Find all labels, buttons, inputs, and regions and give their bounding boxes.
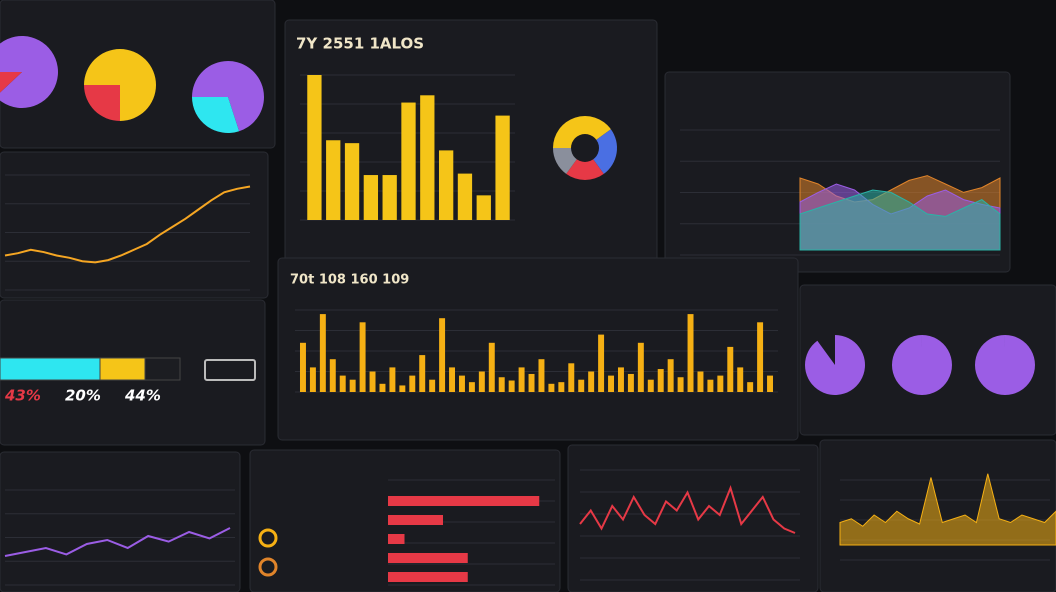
bar [399, 385, 406, 392]
bar [369, 371, 376, 392]
bar [488, 342, 495, 392]
donut-hole [571, 134, 599, 162]
panel [0, 451, 241, 592]
bar [299, 342, 306, 392]
pie-slice [0, 72, 22, 93]
bar [478, 371, 485, 392]
bar [409, 375, 416, 392]
bar [568, 363, 575, 392]
line [4, 527, 231, 557]
bar [458, 375, 465, 392]
percent-label: 43% [4, 387, 41, 405]
bar [401, 102, 416, 220]
progress-segment [144, 357, 181, 381]
donut-slice [566, 148, 604, 181]
panel-title: 7Y 2551 1ALOS [296, 35, 424, 53]
progress-segment [99, 357, 146, 381]
panel [567, 444, 819, 592]
bar [637, 342, 644, 392]
pie-slice [0, 36, 58, 108]
bar [307, 75, 322, 220]
bar [329, 359, 336, 392]
toggle [204, 359, 256, 381]
ring-value [805, 335, 866, 396]
bar [388, 496, 540, 506]
bar [538, 359, 545, 392]
bar [627, 373, 634, 392]
area [799, 189, 1001, 251]
bar [667, 359, 674, 392]
icon-ring [258, 528, 278, 548]
bar [339, 375, 346, 392]
area [839, 473, 1056, 546]
bar [457, 173, 473, 220]
bar [578, 379, 585, 392]
bar [657, 369, 664, 392]
bar [379, 383, 386, 392]
bar [439, 318, 446, 392]
bar [388, 515, 443, 525]
bar [747, 382, 754, 392]
bar [518, 367, 525, 392]
bar [608, 375, 615, 392]
panel-title: 70t 108 160 109 [290, 273, 409, 288]
bar [468, 382, 475, 392]
bar [757, 322, 764, 392]
icon-ring [258, 557, 278, 577]
bar [687, 314, 694, 392]
bar [647, 379, 654, 392]
bar [389, 367, 396, 392]
bar [388, 553, 468, 563]
bar [528, 373, 535, 392]
bar [344, 143, 360, 220]
bar [419, 355, 426, 392]
bar [388, 534, 405, 544]
line [579, 484, 796, 534]
donut-slice [553, 115, 611, 148]
bar [309, 367, 316, 392]
bar [449, 367, 456, 392]
bar [363, 175, 379, 220]
ring-value [891, 335, 952, 395]
bar [495, 115, 510, 220]
bar [388, 572, 468, 582]
bar [429, 379, 436, 392]
bar [617, 367, 624, 392]
bar [677, 377, 684, 392]
bar [498, 377, 505, 392]
pie-slice [192, 61, 264, 132]
bar [359, 322, 366, 392]
line [4, 185, 251, 264]
ring-value [974, 335, 1035, 395]
donut-slice [585, 129, 617, 174]
bar [588, 371, 595, 392]
bar [717, 375, 724, 392]
bar [326, 140, 341, 220]
bar [558, 382, 565, 392]
bar [508, 380, 515, 392]
pie-slice [192, 97, 240, 134]
bar [382, 175, 397, 220]
percent-label: 20% [65, 387, 101, 405]
bar [548, 383, 555, 392]
panel [277, 257, 799, 441]
bar [420, 95, 435, 220]
pie-slice [84, 85, 120, 121]
bar [349, 379, 356, 392]
bar [476, 195, 491, 220]
bar [598, 334, 605, 392]
bar [697, 371, 704, 392]
bar [737, 367, 744, 392]
bar [727, 346, 734, 392]
bar [319, 314, 326, 392]
bar [707, 379, 714, 392]
percent-label: 44% [124, 387, 161, 405]
panel [0, 151, 269, 299]
bar [438, 150, 454, 220]
bar [767, 375, 774, 392]
progress-segment [0, 357, 101, 381]
